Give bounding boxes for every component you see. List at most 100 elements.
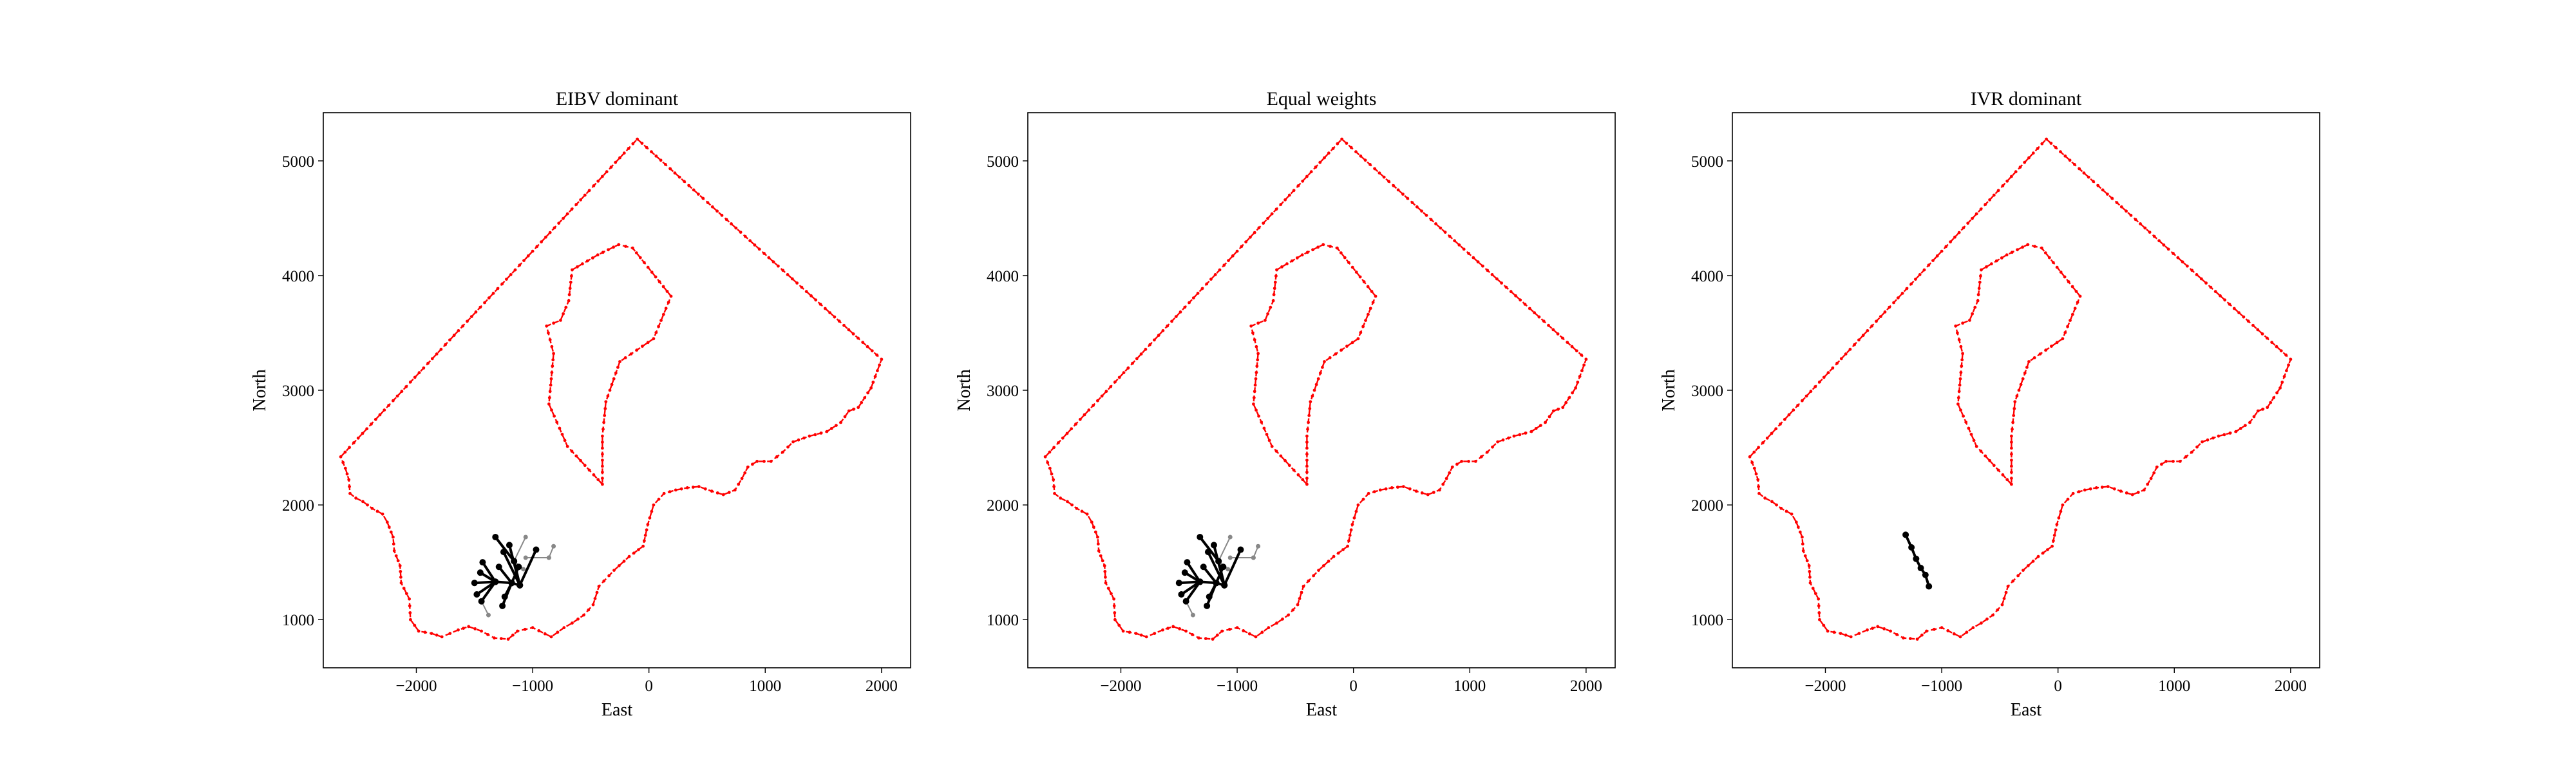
- island-boundary-point: [1958, 383, 1962, 387]
- island-boundary-point: [2021, 245, 2025, 249]
- outer-boundary-point: [1935, 254, 1939, 258]
- outer-boundary-point: [1876, 625, 1880, 629]
- outer-boundary-point: [2119, 205, 2123, 209]
- outer-boundary-point: [880, 357, 884, 361]
- island-boundary-point: [2012, 413, 2016, 417]
- outer-boundary-point: [618, 156, 621, 160]
- outer-boundary-point: [2287, 363, 2291, 367]
- outer-boundary-point: [1808, 570, 1812, 573]
- outer-boundary-point: [871, 381, 875, 384]
- outer-boundary-point: [593, 597, 597, 600]
- tree-edge: [476, 580, 497, 596]
- island-boundary-point: [1964, 421, 1968, 424]
- outer-boundary-point: [2213, 290, 2217, 294]
- island-boundary-point: [583, 464, 587, 468]
- outer-boundary-point: [1235, 249, 1239, 253]
- outer-boundary-point: [609, 166, 613, 169]
- island-boundary-point: [587, 468, 591, 472]
- island-boundary-point: [1975, 444, 1978, 448]
- outer-boundary-point: [1500, 281, 1504, 285]
- outer-boundary-point: [1835, 361, 1839, 365]
- outer-boundary-point: [1437, 488, 1441, 492]
- outer-boundary-point: [1490, 273, 1494, 276]
- island-boundary-point: [1954, 324, 1958, 328]
- outer-boundary-point: [1057, 441, 1060, 444]
- outer-boundary-point: [1775, 503, 1779, 507]
- outer-boundary-point: [392, 549, 396, 553]
- outer-boundary-point: [1148, 343, 1151, 346]
- island-boundary-point: [1300, 253, 1304, 257]
- outer-boundary-point: [2052, 539, 2055, 543]
- tree-node: [1210, 542, 1217, 549]
- outer-boundary-point: [548, 231, 552, 234]
- outer-boundary-point: [365, 427, 369, 431]
- outer-boundary-point: [1514, 294, 1517, 298]
- outer-boundary-point: [1153, 632, 1157, 635]
- island-boundary-point: [641, 345, 644, 348]
- outer-boundary-point: [399, 575, 402, 579]
- outer-boundary-point: [426, 361, 430, 365]
- outer-boundary-point: [762, 460, 766, 463]
- island-boundary-point: [652, 337, 656, 341]
- outer-boundary-point: [1866, 329, 1870, 332]
- island-boundary-point: [1305, 434, 1309, 438]
- outer-boundary-point: [2027, 156, 2031, 160]
- island-boundary-point: [552, 321, 555, 325]
- outer-boundary-point: [1052, 485, 1056, 488]
- outer-boundary-point: [1220, 629, 1224, 633]
- island-boundary-point: [1305, 464, 1309, 468]
- outer-boundary-point: [1808, 581, 1812, 585]
- island-boundary-point: [1255, 371, 1258, 374]
- outer-boundary-point: [1348, 533, 1352, 537]
- island-boundary-point: [1305, 470, 1309, 474]
- island-boundary-point: [559, 319, 562, 322]
- island-boundary-point: [1290, 259, 1294, 263]
- outer-boundary-point: [1170, 319, 1173, 323]
- tree-node: [1197, 578, 1204, 585]
- tree-edge: [1213, 544, 1226, 586]
- outer-boundary-point: [389, 530, 393, 534]
- outer-boundary-point: [462, 627, 465, 630]
- outer-boundary-point: [2266, 406, 2269, 410]
- outer-boundary-point: [2125, 491, 2128, 495]
- outer-boundary-point: [1267, 626, 1271, 630]
- island-boundary-point: [1295, 256, 1299, 260]
- candidate-edge: [513, 536, 527, 562]
- outer-boundary-point: [1790, 512, 1794, 516]
- outer-boundary-point: [791, 440, 795, 444]
- island-boundary-point: [1255, 345, 1258, 348]
- outer-boundary-point: [556, 630, 560, 634]
- island-boundary-point: [629, 352, 633, 355]
- island-boundary-point: [1343, 256, 1347, 260]
- outer-boundary-point: [1544, 421, 1548, 424]
- outer-boundary-point: [1420, 209, 1424, 213]
- outer-boundary-point: [544, 235, 547, 239]
- outer-boundary-point: [1804, 394, 1808, 398]
- outer-boundary-point: [1455, 462, 1459, 466]
- outer-boundary-point: [1314, 166, 1318, 169]
- outer-boundary-point: [2054, 146, 2058, 149]
- outer-boundary-point: [2100, 486, 2104, 489]
- island-boundary-point: [2032, 356, 2036, 359]
- single-path-node: [1902, 531, 1909, 538]
- outer-boundary-point: [1450, 465, 1454, 469]
- island-boundary-point: [1321, 243, 1325, 247]
- outer-boundary-point: [1803, 554, 1807, 558]
- island-boundary-point: [601, 459, 604, 462]
- outer-boundary-point: [786, 273, 790, 276]
- outer-boundary-point: [857, 336, 860, 340]
- outer-boundary-point: [1048, 450, 1052, 454]
- island-boundary-point: [596, 478, 600, 482]
- outer-boundary-point: [1046, 460, 1050, 464]
- outer-boundary-point: [2139, 222, 2142, 225]
- outer-boundary-point: [1262, 222, 1265, 225]
- outer-boundary-point: [1354, 150, 1358, 154]
- outer-boundary-point: [1126, 366, 1130, 370]
- outer-boundary-point: [448, 632, 452, 635]
- outer-boundary-point: [607, 574, 611, 578]
- outer-boundary-point: [1507, 436, 1510, 440]
- island-boundary-point: [1367, 312, 1370, 316]
- outer-boundary-point: [870, 349, 874, 353]
- outer-boundary-point: [1406, 196, 1410, 200]
- island-boundary-point: [1256, 352, 1260, 355]
